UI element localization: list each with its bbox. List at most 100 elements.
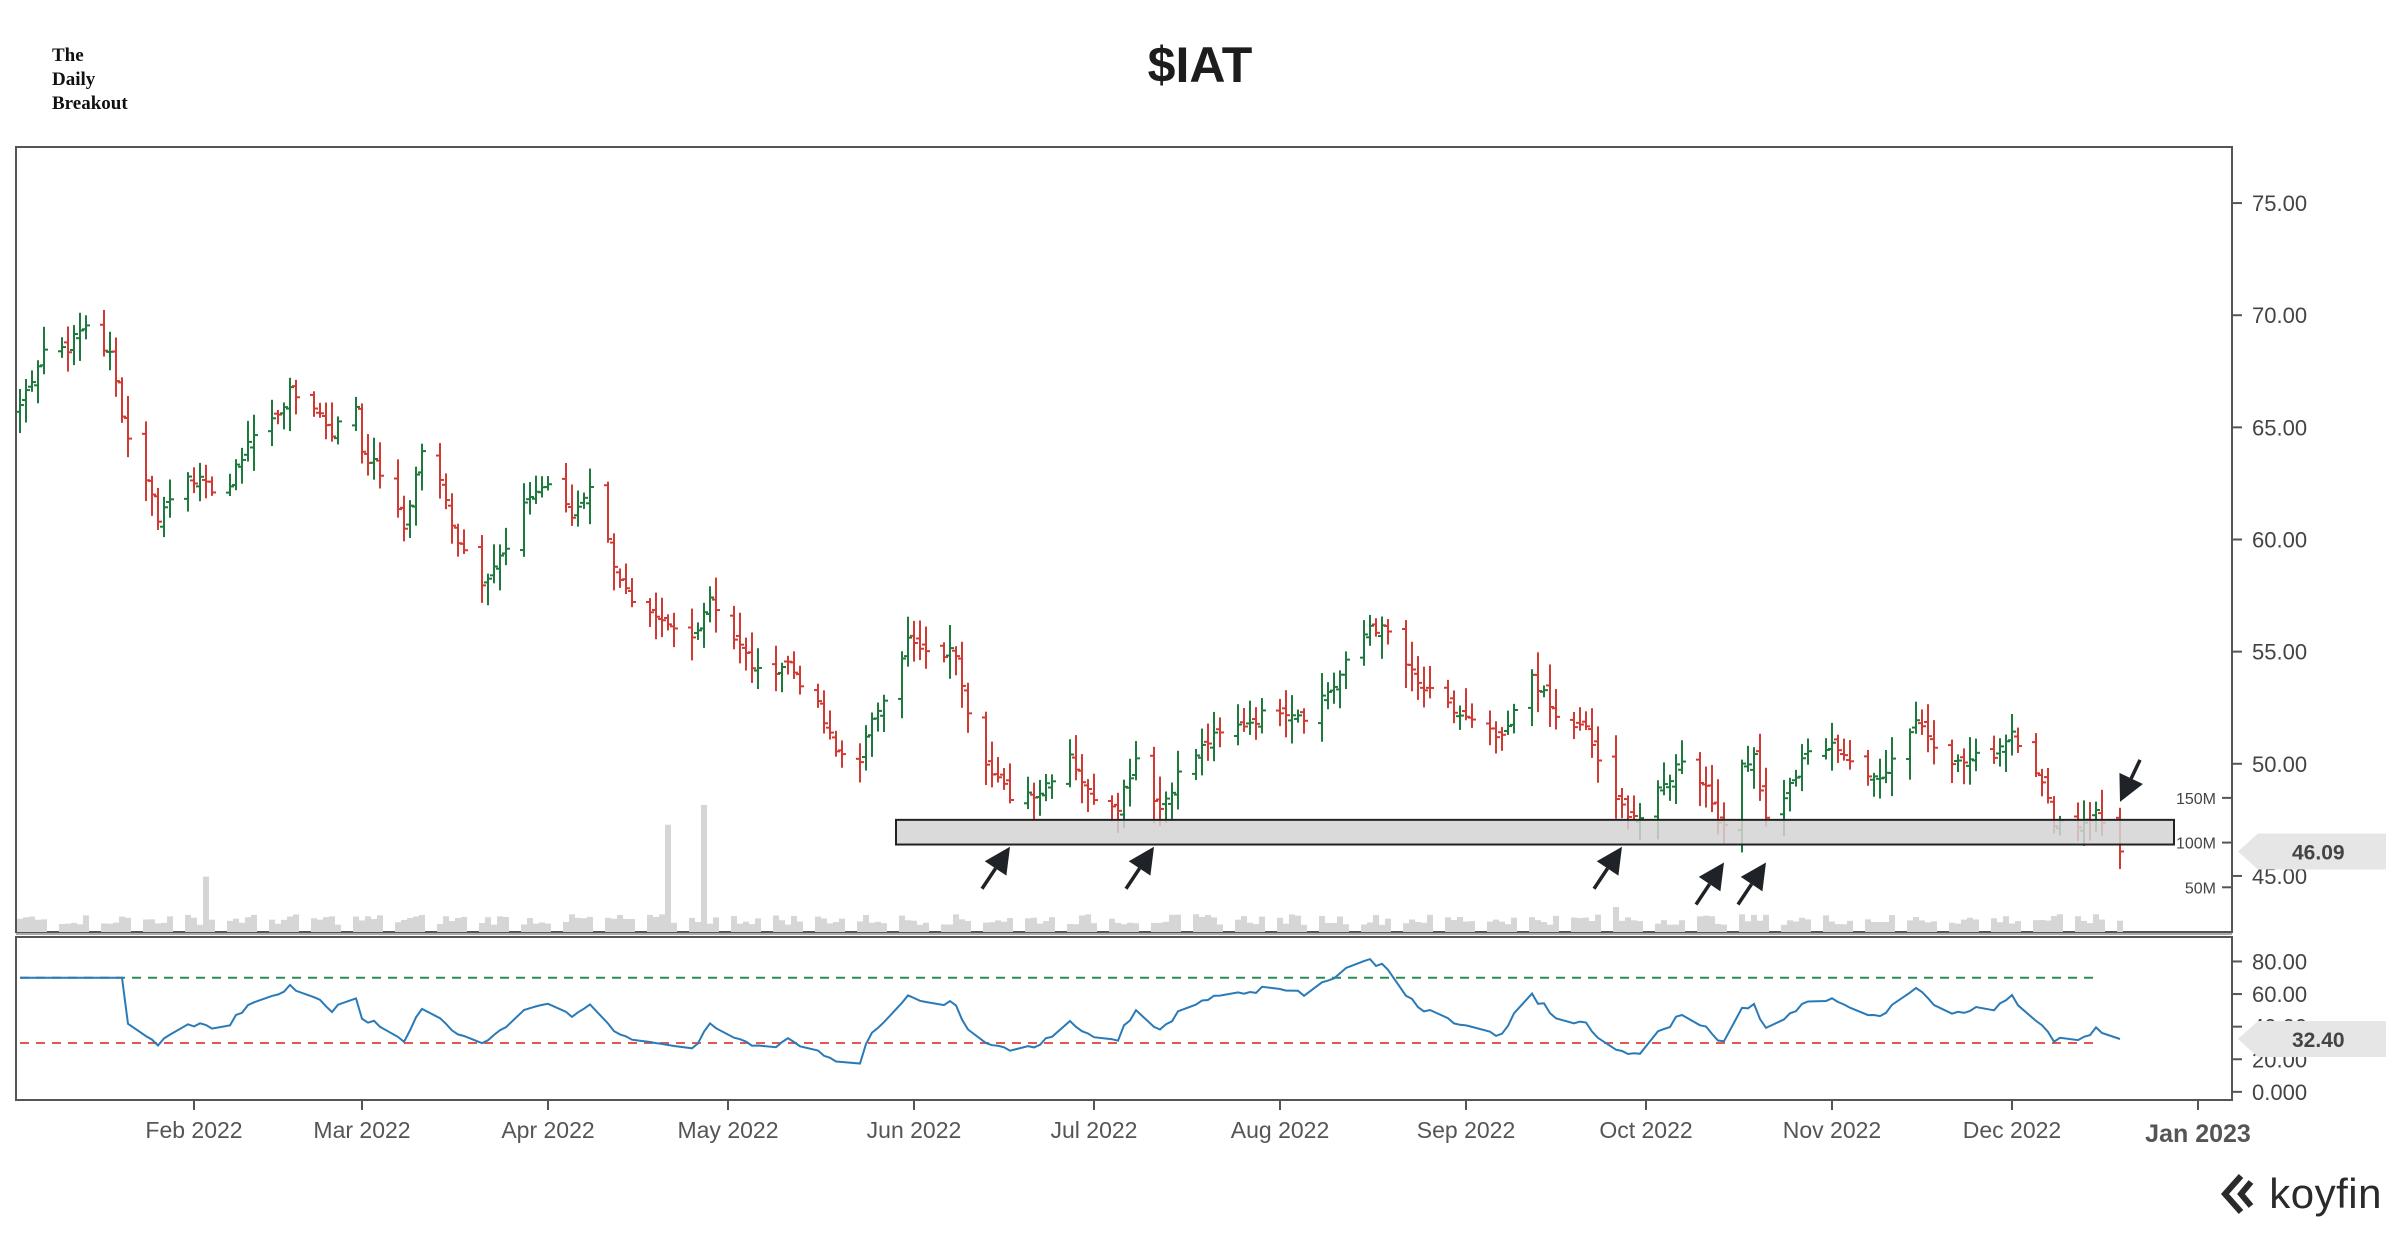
ohlc-bar xyxy=(1702,766,1710,808)
ohlc-bar xyxy=(226,473,234,497)
ohlc-bar xyxy=(58,337,66,358)
annotation-arrow-head xyxy=(1128,846,1154,876)
ohlc-bar xyxy=(1966,737,1974,785)
ohlc-bar xyxy=(244,420,252,462)
volume-bar xyxy=(911,920,917,932)
ohlc-bar xyxy=(880,694,888,732)
volume-bar xyxy=(2039,920,2045,932)
volume-bar xyxy=(1619,920,1625,932)
volume-bar xyxy=(1409,919,1415,932)
volume-bar xyxy=(1787,920,1793,932)
volume-bar xyxy=(1253,924,1259,932)
volume-bar xyxy=(455,918,461,932)
volume-bar xyxy=(437,923,443,932)
ohlc-bar xyxy=(826,710,834,740)
annotation-arrow xyxy=(980,846,1010,890)
ohlc-bar xyxy=(1156,776,1164,826)
volume-bar xyxy=(1793,921,1799,932)
ohlc-bar xyxy=(1108,795,1116,822)
ohlc-bar xyxy=(1666,774,1674,801)
volume-bar xyxy=(1343,924,1349,932)
ohlc-bar xyxy=(1540,685,1548,698)
volume-bar xyxy=(563,921,569,932)
ohlc-bar xyxy=(958,641,966,708)
volume-bar xyxy=(1781,924,1787,932)
ohlc-bar xyxy=(1276,698,1284,727)
volume-bar xyxy=(1823,915,1829,932)
volume-bar xyxy=(1163,921,1169,932)
volume-bar xyxy=(1877,921,1883,932)
volume-bar xyxy=(71,922,77,932)
ohlc-bar xyxy=(1828,722,1836,771)
ohlc-bar xyxy=(1510,703,1518,734)
ohlc-bar xyxy=(1414,656,1422,700)
ohlc-bar xyxy=(820,690,828,734)
ohlc-bar xyxy=(1294,709,1302,723)
volume-bar xyxy=(1247,922,1253,932)
volume-bar xyxy=(695,922,701,932)
ohlc-bar xyxy=(1906,728,1914,780)
volume-bar xyxy=(1841,924,1847,932)
volume-bar xyxy=(1613,906,1619,932)
volume-bar xyxy=(1973,919,1979,932)
volume-bar xyxy=(785,924,791,932)
volume-bar xyxy=(245,917,251,932)
volume-bar xyxy=(1667,924,1673,932)
volume-bar xyxy=(1889,915,1895,932)
volume-bar xyxy=(227,920,233,932)
volume-bar xyxy=(1235,919,1241,932)
ohlc-bar xyxy=(1996,738,2004,767)
ohlc-bar xyxy=(1594,726,1602,783)
volume-bar xyxy=(1385,918,1391,932)
ohlc-bar xyxy=(622,563,630,595)
ohlc-bar xyxy=(1126,758,1134,807)
ohlc-bar xyxy=(484,573,492,606)
ohlc-bar xyxy=(1426,665,1434,699)
volume-bar xyxy=(1415,921,1421,932)
date-axis-label: Aug 2022 xyxy=(1231,1117,1329,1143)
ohlc-bar xyxy=(1318,673,1326,742)
volume-bar xyxy=(1169,914,1175,932)
ohlc-bar xyxy=(1756,733,1764,801)
ohlc-bar xyxy=(1534,652,1542,713)
volume-bar xyxy=(167,916,173,932)
ohlc-bar xyxy=(142,421,150,502)
ohlc-bar xyxy=(1870,772,1878,797)
volume-bar xyxy=(1193,914,1199,932)
volume-bar xyxy=(2009,923,2015,932)
volume-bar xyxy=(1499,921,1505,932)
ohlc-bar xyxy=(1072,735,1080,781)
ohlc-bar xyxy=(1804,738,1812,765)
ohlc-bar xyxy=(1174,750,1182,810)
volume-bar xyxy=(287,916,293,932)
volume-bar xyxy=(317,919,323,932)
volume-bar xyxy=(1991,918,1997,932)
volume-bar xyxy=(2003,916,2009,932)
volume-bar xyxy=(629,918,635,932)
ohlc-bar xyxy=(316,402,324,418)
ohlc-bar xyxy=(100,309,108,357)
volume-bar xyxy=(497,916,503,932)
ohlc-bar xyxy=(658,597,666,638)
ohlc-bar xyxy=(544,476,552,491)
ohlc-bar xyxy=(232,459,240,491)
annotation-arrow-head xyxy=(984,846,1010,876)
volume-bar xyxy=(623,919,629,932)
ohlc-bar xyxy=(448,493,456,544)
ohlc-bar xyxy=(334,416,342,445)
date-axis-label: Dec 2022 xyxy=(1963,1117,2061,1143)
volume-bar xyxy=(773,915,779,932)
volume-bar xyxy=(1529,917,1535,932)
annotation-arrow-shaft xyxy=(1694,883,1712,906)
ohlc-bar xyxy=(1282,690,1290,738)
ohlc-bar xyxy=(454,523,462,557)
volume-bar xyxy=(269,919,275,932)
volume-bar xyxy=(1931,921,1937,932)
ohlc-bar xyxy=(1162,791,1170,823)
volume-bar xyxy=(1583,917,1589,932)
ohlc-bar xyxy=(1528,669,1536,727)
volume-bar xyxy=(1505,924,1511,932)
volume-bar xyxy=(2057,914,2063,932)
ohlc-bar xyxy=(1444,679,1452,708)
